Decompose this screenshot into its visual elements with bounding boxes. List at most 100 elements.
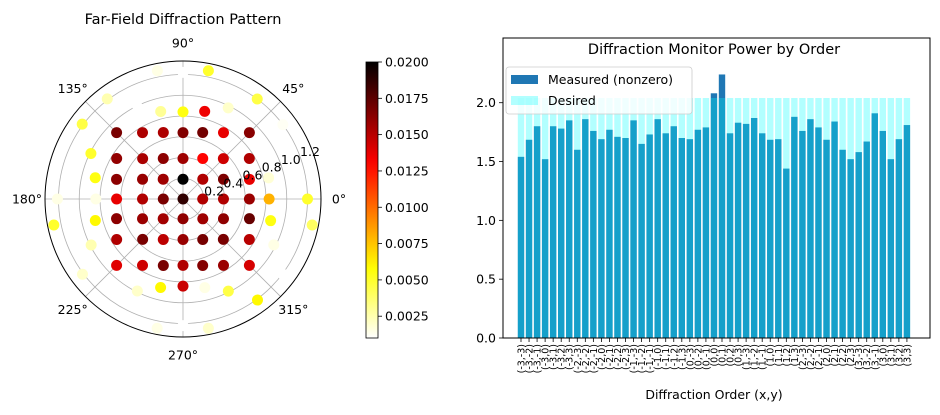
desired-bar <box>574 98 581 338</box>
desired-bar <box>750 98 758 338</box>
desired-bar <box>670 98 677 338</box>
x-tick-label: (1,-1) <box>758 344 769 370</box>
desired-bar <box>582 98 589 338</box>
measured-bar <box>566 120 573 339</box>
scatter-point <box>217 213 229 225</box>
scatter-point <box>131 285 143 297</box>
scatter-point <box>199 282 211 294</box>
desired-bar <box>871 98 878 338</box>
measured-bar <box>895 139 903 338</box>
scatter-point <box>217 193 229 205</box>
x-tick-label: (-2,0) <box>597 344 608 370</box>
radial-tick-label: 1.2 <box>300 144 320 159</box>
measured-bar <box>879 130 886 338</box>
measured-bar <box>662 133 669 338</box>
scatter-point <box>89 172 101 184</box>
scatter-point <box>111 127 123 139</box>
measured-bar <box>734 122 742 339</box>
desired-bar <box>742 98 750 338</box>
scatter-point <box>89 215 101 227</box>
scatter-point <box>252 294 264 306</box>
angle-tick-label: 45° <box>282 81 304 96</box>
x-tick-label: (1,2) <box>782 344 793 367</box>
scatter-point <box>177 213 189 225</box>
legend-label-desired: Desired <box>548 93 596 108</box>
scatter-point <box>137 259 149 271</box>
x-tick-label: (-3,-2) <box>525 344 536 373</box>
measured-bar <box>525 139 533 338</box>
y-tick-label: 0.0 <box>476 331 496 346</box>
scatter-point <box>177 233 189 245</box>
measured-bar <box>630 120 637 339</box>
desired-bar <box>879 98 886 338</box>
measured-bar <box>871 113 878 338</box>
scatter-point <box>277 269 289 281</box>
desired-bar <box>710 98 718 338</box>
scatter-point <box>157 193 169 205</box>
desired-bar <box>694 98 702 338</box>
scatter-point <box>111 193 123 205</box>
scatter-point <box>197 259 209 271</box>
x-tick-label: (-3,-3) <box>517 344 528 373</box>
measured-bar <box>807 119 814 338</box>
colorbar: 0.0025 0.0050 0.0075 0.0100 0.0125 0.0150 0.01… <box>365 55 429 339</box>
scatter-point <box>76 268 88 280</box>
radial-tick-label: 0.8 <box>262 160 282 175</box>
scatter-point <box>151 65 163 77</box>
x-tick-label: (2,3) <box>846 344 857 367</box>
x-tick-label: (1,-3) <box>742 344 753 370</box>
polar-frame <box>44 60 322 338</box>
desired-bar <box>590 98 597 338</box>
measured-bar <box>863 141 870 338</box>
bar-xlabel: Diffraction Order (x,y) <box>645 387 782 402</box>
desired-bar <box>702 98 710 338</box>
x-tick-label: (-3,3) <box>565 344 576 370</box>
x-tick-label: (0,2) <box>726 344 737 367</box>
x-tick-label: (-1,1) <box>661 344 672 370</box>
scatter-point <box>197 213 209 225</box>
x-tick-label: (-2,-2) <box>581 344 592 373</box>
measured-bar <box>855 152 862 338</box>
scatter-point <box>111 233 123 245</box>
radial-tick-label: 0.2 <box>204 184 224 199</box>
colorbar-tick-label: 0.0100 <box>385 200 429 215</box>
measured-bar <box>670 126 677 338</box>
x-tick-label: (2,1) <box>830 344 841 367</box>
x-tick-label: (2,2) <box>838 344 849 367</box>
angle-tick-label: 0° <box>332 192 346 207</box>
scatter-point <box>263 193 275 205</box>
scatter-point <box>217 233 229 245</box>
legend-swatch-measured <box>511 75 538 84</box>
scatter-point <box>137 153 149 165</box>
x-tick-label: (3,-1) <box>870 344 881 370</box>
scatter-point <box>157 153 169 165</box>
desired-bar <box>566 98 573 338</box>
colorbar-tick-label: 0.0175 <box>385 91 429 106</box>
measured-bar <box>775 139 782 338</box>
scatter-point <box>277 119 289 131</box>
scatter-point <box>217 153 229 165</box>
desired-bar <box>662 98 669 338</box>
x-tick-label: (-1,3) <box>677 344 688 370</box>
x-tick-label: (0,-1) <box>701 344 712 370</box>
desired-bar <box>525 98 533 338</box>
measured-bar <box>638 143 645 338</box>
desired-bar <box>783 98 790 338</box>
desired-bar <box>903 98 911 338</box>
scatter-point <box>155 106 167 118</box>
legend-box <box>505 66 693 115</box>
scatter-point <box>177 259 189 271</box>
scatter-point <box>265 215 277 227</box>
desired-bar <box>895 98 903 338</box>
radial-tick-label: 0.6 <box>243 168 263 183</box>
measured-bar <box>831 121 838 338</box>
desired-bar <box>558 98 565 338</box>
scatter-point <box>197 153 209 165</box>
scatter-point <box>177 320 189 332</box>
measured-bar <box>799 130 806 338</box>
x-tick-label: (3,-2) <box>862 344 873 370</box>
scatter-point <box>217 173 229 185</box>
measured-bar <box>549 126 557 338</box>
desired-bar <box>831 98 838 338</box>
polar-plot: 0° 45° 90° 135° 180° 225° 270° 315° 0.20.40.60.8… <box>12 36 346 363</box>
